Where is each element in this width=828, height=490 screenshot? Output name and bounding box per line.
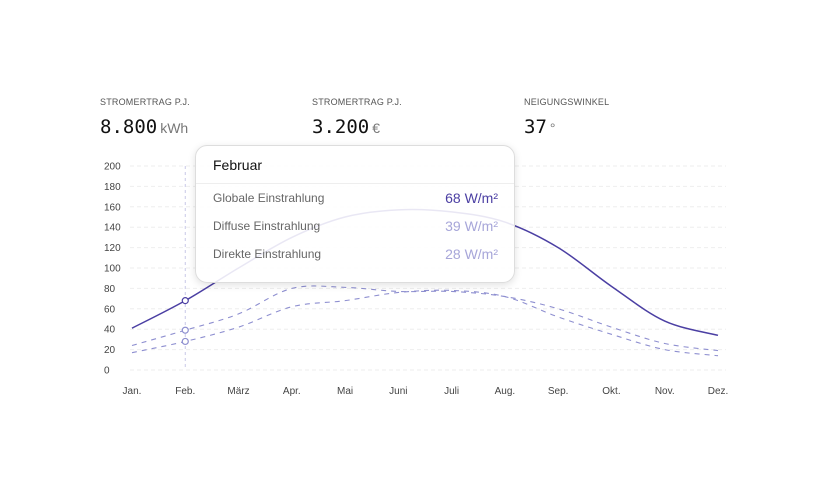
x-tick-label: Aug. xyxy=(495,386,516,397)
y-tick-label: 0 xyxy=(104,366,110,377)
y-tick-label: 20 xyxy=(104,345,116,356)
stat-unit: € xyxy=(372,120,380,136)
series-line-direkte-einstrahlung xyxy=(131,289,719,357)
stat-label: NEIGUNGSWINKEL xyxy=(524,97,610,107)
stat-unit: ° xyxy=(549,120,556,136)
y-tick-label: 40 xyxy=(104,325,116,336)
stat-revenue: STROMERTRAG P.J. 3.200 € xyxy=(312,97,402,138)
y-tick-label: 60 xyxy=(104,304,116,315)
x-tick-label: Okt. xyxy=(602,386,620,397)
stat-unit: kWh xyxy=(160,120,189,136)
stat-label: STROMERTRAG P.J. xyxy=(312,97,402,107)
stat-value: 37 xyxy=(524,116,547,138)
y-tick-label: 100 xyxy=(104,264,121,275)
row-value: 28 W/m² xyxy=(445,246,498,262)
stat-tilt-angle: NEIGUNGSWINKEL 37 ° xyxy=(524,97,609,138)
x-tick-label: März xyxy=(227,386,249,397)
y-tick-label: 80 xyxy=(104,284,116,295)
x-tick-label: Sep. xyxy=(548,386,569,397)
data-point-marker xyxy=(181,326,189,334)
x-tick-label: Dez. xyxy=(708,386,729,397)
y-tick-label: 140 xyxy=(104,223,121,234)
stat-value: 3.200 xyxy=(312,116,370,138)
y-tick-label: 120 xyxy=(104,243,121,254)
series-line-diffuse-einstrahlung xyxy=(131,285,719,352)
x-tick-label: Mai xyxy=(337,386,353,397)
data-point-marker xyxy=(181,297,189,305)
x-tick-label: Apr. xyxy=(283,386,301,397)
tooltip-row-direct: Direkte Einstrahlung 28 W/m² xyxy=(196,240,514,268)
tooltip-row-diffuse: Diffuse Einstrahlung 39 W/m² xyxy=(196,212,514,240)
stat-value: 8.800 xyxy=(100,116,158,138)
row-value: 68 W/m² xyxy=(445,190,498,206)
chart-tooltip: Februar Globale Einstrahlung 68 W/m² Diff… xyxy=(195,145,515,283)
x-tick-label: Juli xyxy=(444,386,459,397)
data-point-marker xyxy=(181,337,189,346)
tooltip-title: Februar xyxy=(196,146,514,184)
row-value: 39 W/m² xyxy=(445,218,498,234)
row-label: Diffuse Einstrahlung xyxy=(213,219,321,233)
x-tick-label: Nov. xyxy=(655,386,675,397)
tooltip-row-global: Globale Einstrahlung 68 W/m² xyxy=(196,184,514,212)
y-tick-label: 180 xyxy=(104,182,121,193)
row-label: Direkte Einstrahlung xyxy=(213,247,322,261)
y-tick-label: 200 xyxy=(104,162,121,173)
x-tick-label: Juni xyxy=(389,386,407,397)
x-tick-label: Feb. xyxy=(175,386,195,397)
stat-energy-yield: STROMERTRAG P.J. 8.800 kWh xyxy=(100,97,190,138)
stat-label: STROMERTRAG P.J. xyxy=(100,97,190,107)
row-label: Globale Einstrahlung xyxy=(213,191,325,205)
y-tick-label: 160 xyxy=(104,202,121,213)
x-tick-label: Jan. xyxy=(123,386,142,397)
